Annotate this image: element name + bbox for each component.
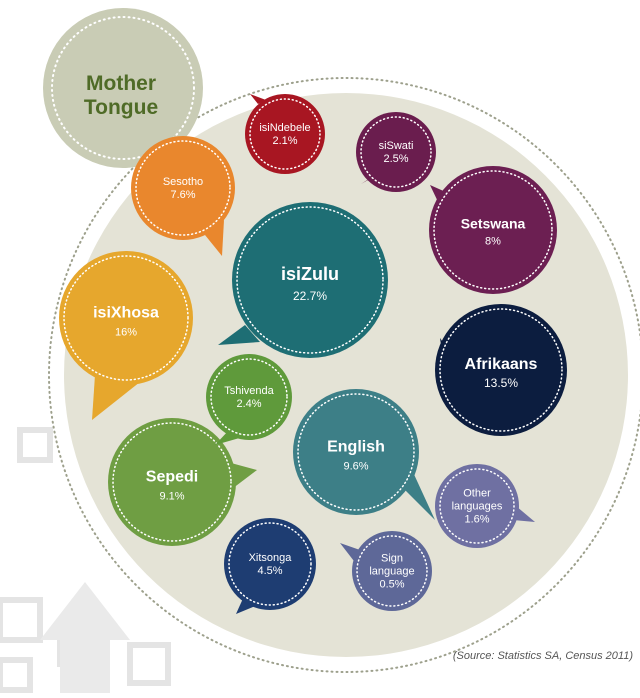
bubble-value: 13.5% [484, 376, 518, 390]
bubble-label: Sepedi [146, 469, 198, 486]
bubble-circle [206, 354, 292, 440]
bubble-circle [224, 518, 316, 610]
container-dotted-border [48, 77, 640, 673]
bubble-dotted-ring [236, 206, 384, 354]
bubble-english: English 9.6% [293, 389, 435, 520]
bubble-tail [218, 325, 260, 345]
bubble-dotted-ring [439, 468, 515, 544]
title-bubble [43, 8, 203, 168]
bubble-dotted-ring [433, 170, 553, 290]
bubble-value: 8% [485, 236, 501, 248]
bubble-value: 1.6% [464, 514, 489, 526]
bubble-dotted-ring [356, 535, 428, 607]
bubble-value: 16% [115, 327, 137, 339]
bubble-dotted-ring [249, 98, 321, 170]
bubble-dotted-ring [135, 140, 231, 236]
bubble-dotted-ring [228, 522, 312, 606]
bubble-label: Setswana [461, 216, 526, 232]
bubble-isixhosa: isiXhosa 16% [59, 251, 193, 420]
bubble-label: siSwati [379, 140, 414, 152]
bubble-label: Afrikaans [465, 356, 538, 373]
bubble-value: 2.1% [272, 135, 297, 147]
bubble-dotted-ring [210, 358, 288, 436]
bubble-label: English [327, 439, 385, 456]
bubbles-group: isiZulu 22.7% isiXhosa 16% Afrikaans 13.5% Eng… [59, 94, 567, 614]
bubble-label: Tshivenda [224, 385, 274, 397]
bubble-value: 2.4% [236, 398, 261, 410]
arrow-shape [40, 582, 130, 693]
bubble-circle [232, 202, 388, 358]
bubble-label: isiZulu [281, 264, 339, 284]
bubble-sepedi: Sepedi 9.1% [108, 418, 257, 546]
bubble-value: 4.5% [257, 565, 282, 577]
bubble-label: Other [463, 488, 491, 500]
bubble-dotted-ring [63, 255, 189, 381]
bubble-circle [356, 112, 436, 192]
bubble-isizulu: isiZulu 22.7% [218, 202, 388, 358]
title-bubble-dotted-ring [51, 16, 195, 160]
bubble-tail [430, 185, 448, 206]
bubble-tail [205, 220, 224, 256]
bubble-label: languages [452, 501, 503, 513]
bubble-value: 22.7% [293, 289, 327, 303]
bubble-label: isiXhosa [93, 305, 159, 322]
bubble-circle [293, 389, 419, 515]
bubble-label: Sign [381, 553, 403, 565]
bubble-circle [59, 251, 193, 385]
bubble-circle [108, 418, 236, 546]
bubble-label: Sesotho [163, 176, 203, 188]
bubble-setswana: Setswana 8% [429, 166, 557, 294]
bubble-circle [352, 531, 432, 611]
bubble-value: 0.5% [379, 579, 404, 591]
bubble-value: 7.6% [170, 189, 195, 201]
bubble-label: Xitsonga [249, 552, 293, 564]
bubble-circle [435, 464, 519, 548]
bubble-dotted-ring [297, 393, 415, 511]
bubble-afrikaans: Afrikaans 13.5% [435, 304, 567, 436]
source-note: (Source: Statistics SA, Census 2011) [452, 650, 633, 662]
bubble-dotted-ring [112, 422, 232, 542]
bubble-dotted-ring [439, 308, 563, 432]
bubble-tail [92, 375, 140, 420]
title-line-1: Mother [86, 72, 156, 95]
bubble-value: 9.1% [159, 491, 184, 503]
bubble-value: 9.6% [343, 461, 368, 473]
bubble-circle [245, 94, 325, 174]
bubble-circle [429, 166, 557, 294]
bubble-label: language [369, 566, 414, 578]
title-line-2: Tongue [84, 96, 158, 119]
bubble-circle [131, 136, 235, 240]
bubble-dotted-ring [360, 116, 432, 188]
bubble-value: 2.5% [383, 153, 408, 165]
bubble-circle [435, 304, 567, 436]
bubble-label: isiNdebele [259, 122, 310, 134]
